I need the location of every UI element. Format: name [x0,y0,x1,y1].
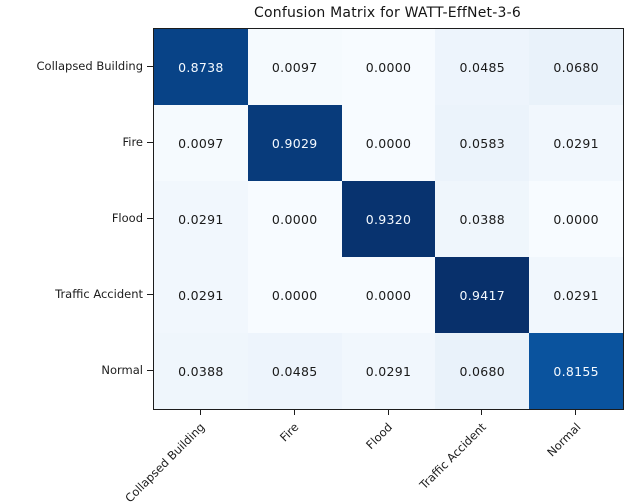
y-tick-label: Flood [111,211,143,225]
matrix-cell: 0.0291 [529,105,623,181]
matrix-cell: 0.0291 [341,333,436,409]
matrix-cell: 0.0680 [435,333,530,409]
matrix-cell: 0.0291 [154,181,248,257]
y-tick-label: Normal [101,363,143,377]
matrix-cell: 0.0583 [435,105,530,181]
matrix-cell: 0.0680 [529,29,623,105]
matrix-cell: 0.0000 [341,29,436,105]
x-tick-label: Fire [277,420,302,445]
x-tick-label: Collapsed Building [122,420,208,504]
matrix-cell: 0.0388 [154,333,248,409]
x-tick-label: Traffic Accident [417,420,490,493]
chart-title: Confusion Matrix for WATT-EffNet-3-6 [254,5,521,21]
y-tick-label: Collapsed Building [36,59,143,73]
matrix-cell: 0.0000 [247,257,342,333]
matrix-cell: 0.0291 [529,257,623,333]
matrix-cell: 0.0000 [341,257,436,333]
matrix-cell: 0.8155 [529,333,623,409]
matrix-cell: 0.0388 [435,181,530,257]
matrix-cell: 0.9029 [247,105,342,181]
matrix-cell: 0.0291 [154,257,248,333]
matrix-cell: 0.0000 [247,181,342,257]
y-tick-label: Traffic Accident [55,287,143,301]
x-tick-label: Flood [363,420,396,452]
y-tick-label: Fire [122,135,143,149]
matrix-cell: 0.0485 [247,333,342,409]
heatmap-plot-area: 0.8738 0.0097 0.0000 0.0485 0.0680 0.0097 0.90… [153,28,624,410]
matrix-cell: 0.9417 [435,257,530,333]
matrix-cell: 0.0097 [154,105,248,181]
matrix-cell: 0.0485 [435,29,530,105]
matrix-cell: 0.0000 [529,181,623,257]
x-tick-label: Normal [543,420,584,460]
matrix-cell: 0.0097 [247,29,342,105]
heatmap-grid: 0.8738 0.0097 0.0000 0.0485 0.0680 0.0097 0.90… [154,29,623,409]
matrix-cell: 0.0000 [341,105,436,181]
matrix-cell: 0.9320 [341,181,436,257]
matrix-cell: 0.8738 [154,29,248,105]
